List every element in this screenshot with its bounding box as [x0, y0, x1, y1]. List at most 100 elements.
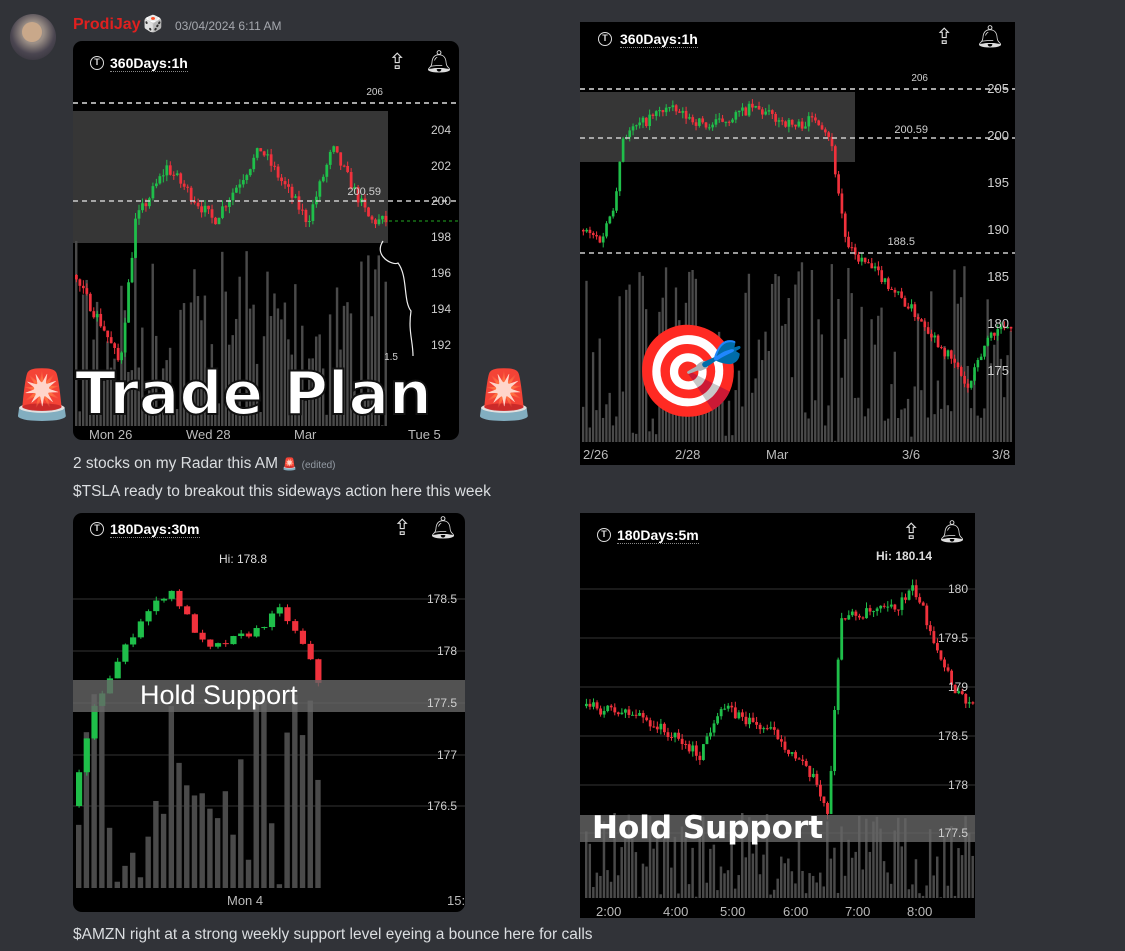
- price-label: 176.5: [426, 799, 457, 813]
- volume-bar: [744, 857, 748, 898]
- volume-bar: [290, 354, 294, 426]
- candle-body: [827, 132, 830, 137]
- candle-body: [872, 611, 876, 613]
- volume-bar: [737, 370, 741, 442]
- volume-bar: [299, 735, 306, 888]
- volume-bar: [698, 375, 701, 442]
- candle-body: [767, 110, 771, 112]
- volume-bar: [860, 306, 863, 442]
- volume-bar: [900, 846, 904, 898]
- volume-bar: [332, 372, 335, 426]
- volume-bar: [824, 425, 827, 442]
- period-label[interactable]: 360Days:1h: [620, 31, 698, 48]
- candle-body: [644, 117, 648, 127]
- volume-bar: [214, 818, 221, 888]
- candle-body: [877, 266, 880, 271]
- candle-body: [332, 146, 336, 152]
- candle-body: [755, 721, 759, 725]
- candle-body: [377, 219, 381, 225]
- candle-body: [363, 198, 367, 208]
- candle-body: [923, 321, 927, 328]
- volume-bar: [913, 386, 916, 442]
- candle-body: [661, 110, 665, 113]
- candle-body: [824, 129, 827, 133]
- price-label: 205: [987, 81, 1009, 96]
- candle-body: [723, 708, 727, 710]
- volume-bar: [808, 873, 811, 898]
- author-name[interactable]: ProdiJay: [73, 16, 141, 33]
- volume-bar: [184, 785, 190, 888]
- share-icon[interactable]: ⇪: [388, 49, 407, 74]
- volume-bar: [102, 380, 106, 426]
- volume-bar: [168, 706, 175, 888]
- share-icon[interactable]: ⇪: [935, 24, 954, 49]
- candle-body: [933, 335, 937, 338]
- candle-body: [814, 117, 817, 121]
- candle-body: [861, 617, 865, 619]
- volume-bar: [765, 814, 769, 898]
- volume-bar: [698, 835, 701, 898]
- volume-bar: [114, 881, 120, 888]
- candle-body: [850, 247, 854, 249]
- volume-bar: [328, 314, 332, 426]
- candle-body: [335, 146, 339, 153]
- chart-image-amzn-30m[interactable]: T 180Days:30m ⇪ 🔔︎ Hi: 178.8 178.5 178 1…: [73, 513, 465, 912]
- chart-image-tsla-1h[interactable]: T 360Days:1h ⇪ 🔔︎ 206 204 202 200.59 200…: [73, 41, 459, 440]
- volume-bar: [932, 875, 935, 898]
- period-label[interactable]: 360Days:1h: [110, 55, 188, 72]
- volume-bar: [304, 400, 307, 426]
- avatar[interactable]: [10, 14, 56, 60]
- x-label: Mon 26: [89, 427, 133, 440]
- candle-body: [993, 332, 996, 336]
- candle-body: [266, 154, 270, 156]
- edited-label: (edited): [301, 460, 336, 471]
- volume-bar: [602, 821, 606, 898]
- alert-bell-icon[interactable]: 🔔︎: [425, 49, 453, 74]
- candle-body: [1006, 326, 1010, 329]
- volume-bar: [967, 832, 971, 898]
- candle-body: [770, 110, 774, 114]
- share-icon[interactable]: ⇪: [902, 519, 921, 544]
- volume-bar: [668, 346, 671, 442]
- period-label[interactable]: 180Days:30m: [110, 521, 200, 538]
- chart-image-tsla-1h-zoomed[interactable]: T 360Days:1h ⇪ 🔔︎ 206 205 200.59 200 195…: [580, 22, 1015, 465]
- candle-body: [724, 121, 728, 123]
- period-label[interactable]: 180Days:5m: [617, 527, 699, 544]
- candle-body: [940, 347, 943, 349]
- drawn-arrow: [379, 240, 414, 357]
- volume-bar: [207, 414, 210, 426]
- candle-body: [627, 709, 631, 715]
- volume-bar: [618, 296, 621, 442]
- alert-bell-icon[interactable]: 🔔︎: [429, 515, 457, 540]
- volume-bar: [654, 434, 658, 442]
- volume-bar: [230, 834, 236, 888]
- candle-body: [762, 728, 766, 730]
- volume-bar: [616, 875, 620, 898]
- alert-bell-icon[interactable]: 🔔︎: [976, 24, 1004, 49]
- volume-bar: [794, 284, 797, 442]
- volume-bar: [645, 866, 648, 898]
- candle-body: [797, 758, 801, 760]
- candle-body: [858, 615, 861, 618]
- candle-body: [747, 103, 751, 116]
- volume-bar: [964, 816, 967, 898]
- chart-image-amzn-5m[interactable]: T 180Days:5m ⇪ 🔔︎ Hi: 180.14 180 179.5 1…: [580, 513, 975, 918]
- volume-bar: [921, 895, 925, 898]
- share-icon[interactable]: ⇪: [393, 515, 412, 540]
- candle-body: [847, 236, 850, 248]
- volume-bar: [814, 400, 817, 442]
- candle-body: [137, 210, 141, 219]
- alert-bell-icon[interactable]: 🔔︎: [938, 519, 966, 544]
- volume-bar: [751, 392, 754, 442]
- volume-bar: [830, 264, 833, 442]
- candle-body: [592, 702, 595, 707]
- candle-body: [370, 216, 374, 220]
- candle-body: [595, 235, 598, 237]
- volume-bar: [701, 346, 704, 442]
- volume-bar: [266, 271, 269, 426]
- volume-bar: [820, 334, 824, 442]
- volume-bar: [1003, 397, 1006, 442]
- range-box: [580, 92, 855, 162]
- price-label: 179.5: [937, 631, 968, 645]
- volume-bar: [840, 826, 843, 898]
